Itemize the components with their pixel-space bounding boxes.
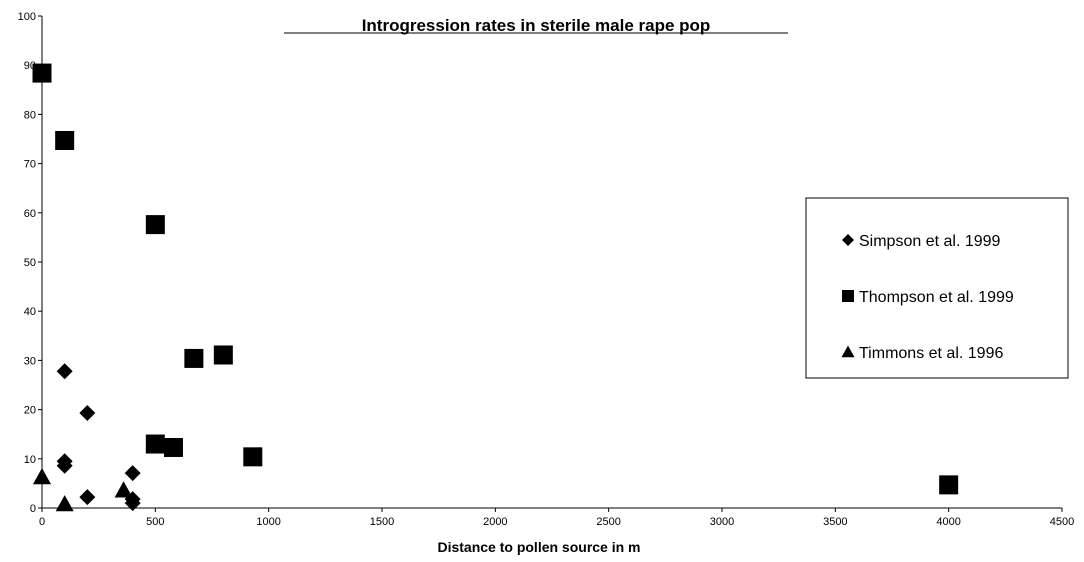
diamond-point bbox=[56, 363, 73, 380]
x-tick-label: 4500 bbox=[1050, 516, 1074, 528]
x-tick-label: 3000 bbox=[710, 516, 734, 528]
y-tick-label: 40 bbox=[24, 306, 36, 318]
y-tick-label: 100 bbox=[18, 11, 36, 23]
square-point bbox=[145, 434, 165, 454]
square-point bbox=[243, 447, 263, 467]
x-tick-label: 4000 bbox=[936, 516, 960, 528]
data-points bbox=[32, 63, 959, 512]
legend-diamond-icon bbox=[842, 234, 854, 246]
x-tick-label: 1000 bbox=[256, 516, 280, 528]
square-point bbox=[32, 63, 52, 83]
legend-square-icon bbox=[842, 290, 854, 302]
legend: Simpson et al. 1999 Thompson et al. 1999 T… bbox=[805, 197, 1069, 379]
diamond-point bbox=[56, 457, 73, 474]
square-point bbox=[163, 437, 183, 457]
square-point bbox=[939, 475, 959, 495]
y-tick-label: 20 bbox=[24, 405, 36, 417]
legend-label: Timmons et al. 1996 bbox=[859, 345, 1003, 362]
diamond-point bbox=[124, 465, 141, 482]
x-tick-label: 3500 bbox=[823, 516, 847, 528]
y-tick-label: 70 bbox=[24, 159, 36, 171]
x-tick-label: 2000 bbox=[483, 516, 507, 528]
y-tick-label: 30 bbox=[24, 355, 36, 367]
legend-box bbox=[805, 197, 1069, 379]
chart-title: Introgression rates in sterile male rape… bbox=[362, 16, 711, 35]
x-tick-label: 0 bbox=[39, 516, 45, 528]
diamond-point bbox=[124, 495, 141, 512]
x-axis-ticks: 0 500 1000 1500 2000 2500 3000 3500 4000 4500 bbox=[39, 508, 1074, 528]
square-point bbox=[145, 215, 165, 235]
legend-label: Simpson et al. 1999 bbox=[859, 233, 1001, 250]
triangle-point bbox=[55, 495, 74, 512]
diamond-point bbox=[79, 489, 96, 506]
diamond-point bbox=[79, 405, 96, 422]
square-point bbox=[55, 130, 75, 150]
x-tick-label: 1500 bbox=[370, 516, 394, 528]
legend-triangle-icon bbox=[841, 345, 855, 358]
x-tick-label: 2500 bbox=[596, 516, 620, 528]
y-tick-label: 60 bbox=[24, 208, 36, 220]
y-tick-label: 50 bbox=[24, 257, 36, 269]
square-point bbox=[213, 345, 233, 365]
square-point bbox=[184, 348, 204, 368]
y-tick-label: 80 bbox=[24, 109, 36, 121]
legend-label: Thompson et al. 1999 bbox=[859, 289, 1014, 306]
x-tick-label: 500 bbox=[146, 516, 164, 528]
triangle-point bbox=[114, 481, 133, 498]
y-tick-label: 10 bbox=[24, 454, 36, 466]
triangle-point bbox=[33, 468, 51, 485]
y-tick-label: 0 bbox=[30, 503, 36, 515]
x-axis-label: Distance to pollen source in m bbox=[437, 539, 640, 555]
